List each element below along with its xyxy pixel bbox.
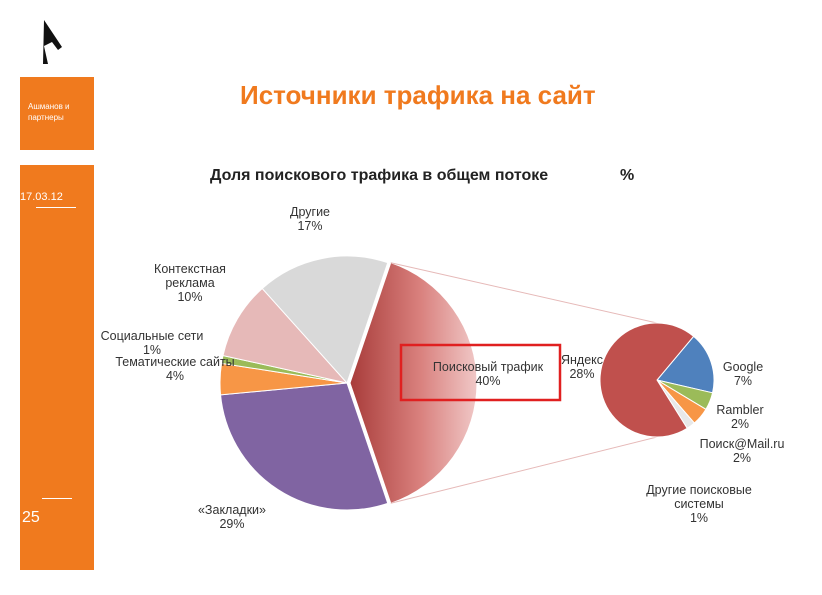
date: 17.03.12	[20, 191, 63, 203]
data-label: Тематические сайты 4%	[100, 355, 250, 383]
label-value: 2%	[730, 417, 750, 431]
data-label: Google 7%	[713, 360, 773, 388]
data-label: Поиск@Mail.ru 2%	[687, 437, 797, 465]
pie-slice	[222, 287, 349, 384]
chart-title: Доля поискового трафика в общем потоке	[210, 167, 549, 184]
label-name: Тематические сайты	[115, 355, 235, 369]
label-value: 4%	[165, 369, 185, 383]
data-label: Контекстная реклама 10%	[135, 262, 245, 304]
label-value: 40%	[475, 374, 501, 388]
label-name: Google	[722, 360, 764, 374]
pie-slice	[599, 322, 695, 438]
label-name: Поисковый трафик	[432, 360, 544, 374]
page-number: 25	[22, 509, 40, 526]
pie-slice	[261, 255, 389, 384]
divider	[42, 498, 72, 499]
pie-slice	[220, 382, 389, 511]
connector	[390, 262, 658, 324]
unit: %	[620, 167, 635, 184]
label-value: 2%	[732, 451, 752, 465]
pie-slice	[349, 262, 478, 504]
sidebar-block: 17.03.12 25	[20, 165, 94, 570]
data-label: Яндекс 28%	[557, 353, 607, 381]
sidebar-block: Ашманов и партнеры	[20, 77, 94, 150]
label-value: 17%	[297, 219, 323, 233]
logo	[43, 20, 62, 64]
label-name: Контекстная реклама	[154, 262, 226, 290]
label-name: Яндекс	[560, 353, 604, 367]
label-value: 29%	[219, 517, 245, 531]
label-name: Социальные сети	[100, 329, 204, 343]
company: Ашманов и партнеры	[28, 102, 70, 122]
label-value: 1%	[689, 511, 709, 525]
data-label: «Закладки» 29%	[172, 503, 292, 531]
label-name: Другие	[289, 205, 331, 219]
highlight-box	[399, 343, 562, 402]
data-label: Другие 17%	[270, 205, 350, 233]
label-value: 7%	[733, 374, 753, 388]
label-value: 10%	[177, 290, 203, 304]
data-label: Другие поисковые системы 1%	[634, 483, 764, 525]
slide-title: Источники трафика на сайт	[240, 80, 596, 110]
pie-slice	[656, 335, 715, 394]
data-label: Социальные сети 1%	[97, 329, 207, 357]
label-name: Поиск@Mail.ru	[699, 437, 785, 451]
label-name: Другие поисковые системы	[646, 483, 752, 511]
label-name: Rambler	[716, 403, 764, 417]
divider	[36, 207, 76, 208]
label-value: 1%	[142, 343, 162, 357]
data-label: Rambler 2%	[705, 403, 775, 431]
data-label: Поисковый трафик 40%	[418, 360, 558, 388]
label-name: «Закладки»	[197, 503, 266, 517]
label-value: 28%	[569, 367, 595, 381]
connector	[390, 436, 658, 504]
